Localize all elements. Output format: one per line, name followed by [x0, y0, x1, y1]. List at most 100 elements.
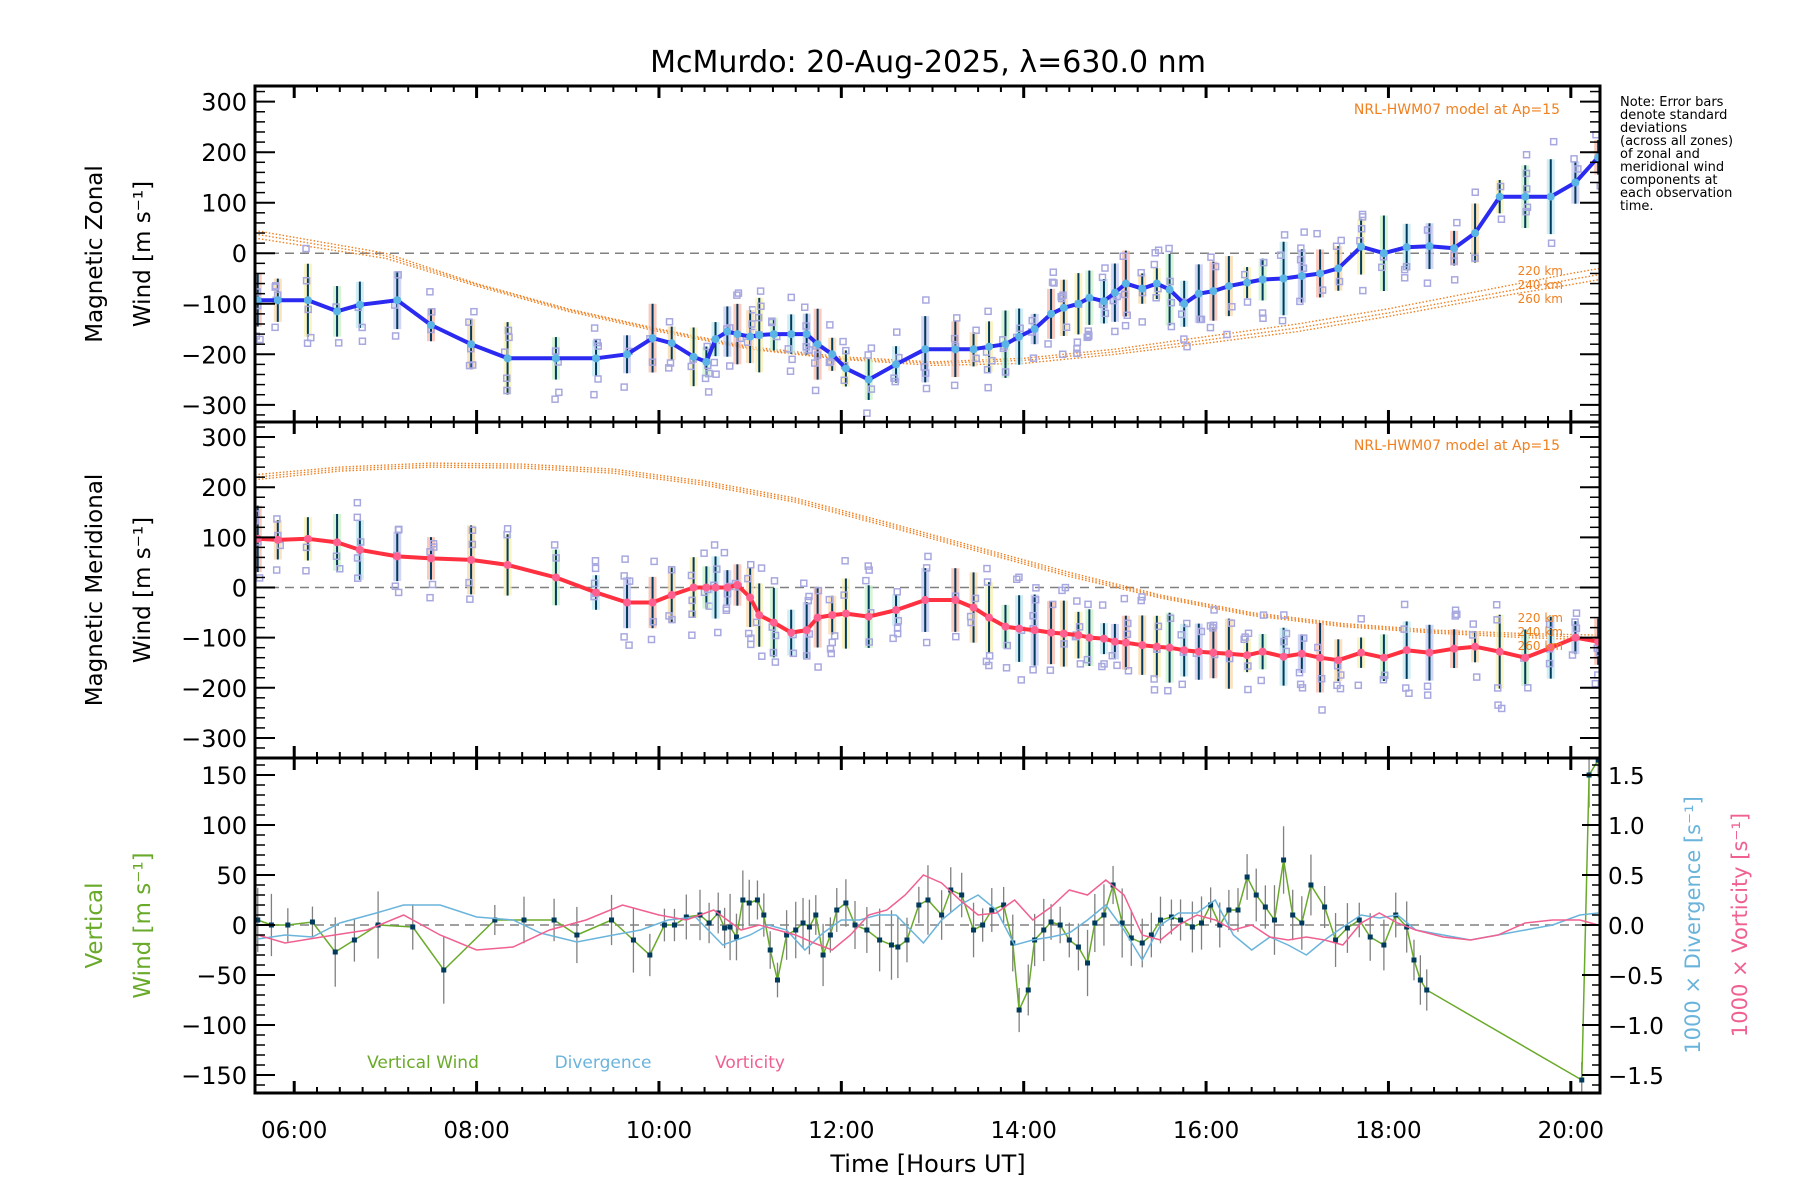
data-point [1059, 629, 1068, 638]
zone-sample-point [1003, 641, 1012, 650]
y-tick-label: −200 [181, 675, 247, 703]
zone-sample-point [302, 276, 311, 285]
zone-sample-point [307, 333, 315, 342]
data-point [355, 300, 364, 309]
data-point [1243, 651, 1252, 660]
zone-sample-point [590, 579, 599, 588]
zone-sample-point [590, 324, 599, 332]
zone-sample-point [551, 347, 560, 355]
zone-sample-point [1016, 324, 1024, 333]
zone-sample-point [647, 635, 656, 644]
data-point [1297, 649, 1306, 658]
zone-sample-point [1314, 643, 1322, 652]
data-point [951, 596, 960, 605]
data-point [1243, 278, 1252, 287]
zone-sample-point [893, 629, 902, 638]
zone-sample-point [712, 370, 720, 378]
data-point [802, 330, 811, 339]
zone-sample-point [1154, 622, 1163, 631]
y-axis-label-line2: Wind [m s⁻¹] [130, 181, 156, 327]
data-point [864, 927, 870, 933]
data-point [1521, 192, 1530, 201]
data-point [1417, 977, 1423, 983]
data-point [813, 912, 819, 918]
data-point [592, 354, 601, 363]
data-point [959, 892, 965, 898]
data-point [1595, 758, 1600, 763]
zone-sample-point [1244, 662, 1252, 670]
data-point [574, 932, 580, 938]
zone-sample-point [503, 530, 511, 539]
zone-sample-point [591, 564, 600, 573]
data-point [733, 330, 742, 339]
zone-sample-point [752, 618, 761, 627]
zone-sample-point [555, 388, 563, 397]
data-point [939, 912, 945, 918]
data-point [426, 320, 435, 329]
zone-sample-point [468, 540, 477, 549]
data-point [1334, 264, 1343, 273]
zone-sample-point [1108, 651, 1117, 660]
data-point [1208, 902, 1214, 908]
y-axis-label-line1: Magnetic Meridional [82, 474, 108, 707]
zone-sample-point [1083, 655, 1092, 664]
data-point [648, 598, 657, 607]
data-point [1495, 192, 1504, 201]
y-tick-label: −200 [181, 341, 247, 369]
zone-sample-point [1123, 630, 1132, 638]
zone-sample-point [688, 610, 696, 618]
zone-sample-point [863, 409, 871, 417]
data-point [1001, 902, 1007, 908]
zone-sample-point [1207, 253, 1215, 261]
zone-sample-point [1121, 321, 1130, 330]
data-point [985, 613, 994, 622]
zone-sample-point [1468, 631, 1477, 639]
zone-sample-point [1545, 659, 1554, 668]
data-point [1425, 648, 1434, 657]
zone-sample-point [920, 363, 928, 371]
data-point [333, 538, 342, 547]
data-point [1471, 229, 1480, 238]
data-point [1148, 932, 1154, 938]
zone-sample-point [550, 541, 559, 549]
zone-sample-point [725, 362, 734, 370]
data-point [1152, 279, 1161, 288]
zone-sample-point [841, 557, 849, 565]
data-point [793, 927, 799, 933]
zone-sample-point [1098, 601, 1107, 609]
zone-sample-point [1493, 684, 1502, 692]
zone-sample-point [983, 564, 991, 573]
zone-sample-point [335, 565, 344, 573]
zone-sample-point [1299, 264, 1308, 272]
zone-sample-point [1547, 239, 1556, 247]
data-point [787, 330, 796, 339]
zone-sample-point [1183, 619, 1191, 628]
data-point [904, 937, 910, 943]
data-point [503, 560, 512, 569]
zone-sample-point [867, 385, 876, 393]
zone-sample-point [1137, 596, 1145, 605]
zone-sample-point [1522, 207, 1530, 216]
zone-sample-point [1337, 671, 1345, 679]
zone-sample-point [1400, 625, 1408, 633]
zone-sample-point [864, 351, 872, 359]
zone-sample-point [893, 328, 901, 336]
data-point [813, 613, 822, 622]
zone-sample-point [466, 595, 474, 603]
zone-sample-point [1336, 684, 1345, 693]
zone-sample-point [1046, 666, 1055, 674]
data-point [1333, 937, 1339, 943]
data-point [1048, 919, 1054, 925]
zone-sample-point [334, 339, 343, 347]
zone-sample-point [786, 367, 795, 375]
data-point [647, 952, 653, 958]
zone-sample-point [688, 631, 696, 639]
legend-vorticity: Vorticity [715, 1053, 785, 1073]
zone-sample-point [1028, 316, 1036, 325]
data-point [551, 917, 557, 923]
zone-sample-point [757, 302, 765, 311]
data-point [1057, 922, 1063, 928]
data-point [351, 937, 357, 943]
data-point [1379, 249, 1388, 258]
zone-sample-point [744, 629, 753, 638]
